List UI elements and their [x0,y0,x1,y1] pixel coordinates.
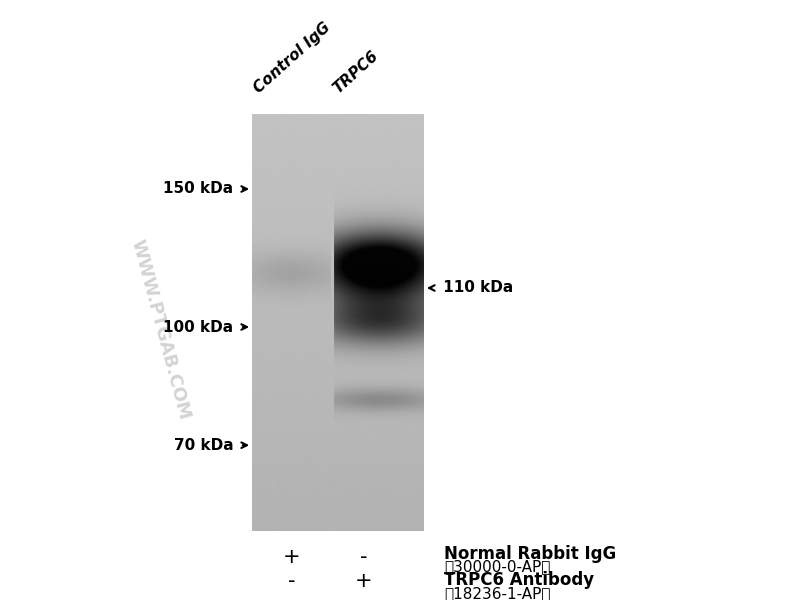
Text: （18236-1-AP）: （18236-1-AP） [444,586,550,600]
Text: +: + [283,547,301,567]
Text: 110 kDa: 110 kDa [438,280,514,295]
Text: 100 kDa: 100 kDa [163,319,234,335]
Text: -: - [288,571,296,591]
Text: -: - [360,547,368,567]
Text: Control IgG: Control IgG [250,20,334,96]
Text: TRPC6: TRPC6 [330,48,382,96]
Text: TRPC6 Antibody: TRPC6 Antibody [444,571,594,589]
Text: 70 kDa: 70 kDa [174,438,234,452]
Text: 150 kDa: 150 kDa [163,181,234,196]
Text: +: + [355,571,373,591]
Text: （30000-0-AP）: （30000-0-AP） [444,559,550,575]
Text: WWW.PTGAB.COM: WWW.PTGAB.COM [127,238,193,422]
Text: Normal Rabbit IgG: Normal Rabbit IgG [444,545,616,563]
